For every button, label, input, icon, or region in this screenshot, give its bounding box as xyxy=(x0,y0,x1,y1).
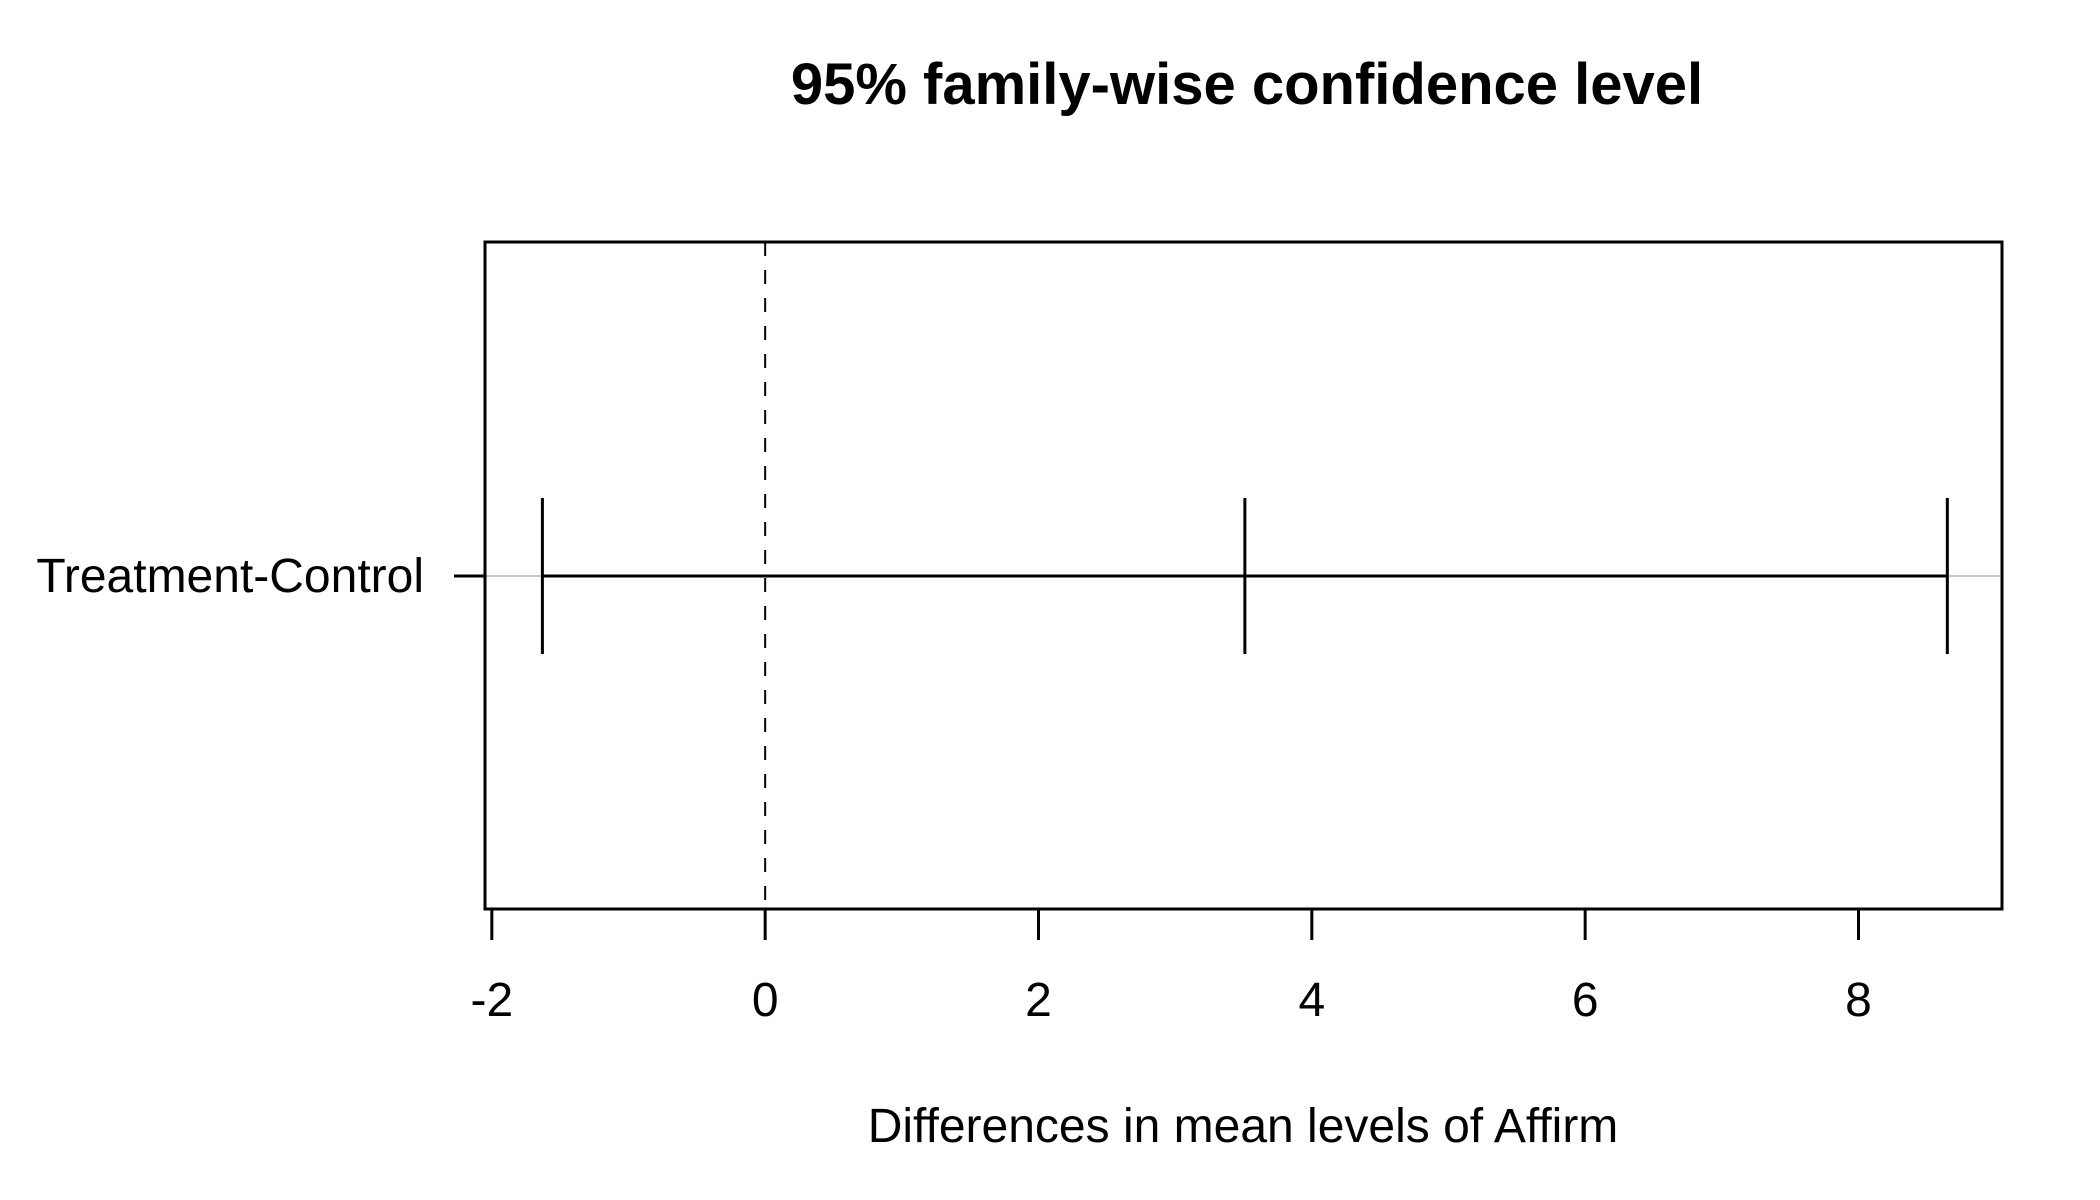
x-tick-label: 4 xyxy=(1298,974,1325,1027)
x-tick-label: -2 xyxy=(470,974,513,1027)
x-axis: -2 0 2 4 6 8 xyxy=(470,907,1872,1027)
x-tick-label: 0 xyxy=(752,974,779,1027)
chart-title: 95% family-wise confidence level xyxy=(791,52,1703,117)
x-tick-label: 2 xyxy=(1025,974,1052,1027)
y-tick-label: Treatment-Control xyxy=(36,550,424,603)
x-tick-label: 8 xyxy=(1845,974,1872,1027)
x-tick-label: 6 xyxy=(1572,974,1599,1027)
x-axis-label: Differences in mean levels of Affirm xyxy=(868,1100,1619,1153)
plot-area: Treatment-Control xyxy=(36,242,2002,909)
